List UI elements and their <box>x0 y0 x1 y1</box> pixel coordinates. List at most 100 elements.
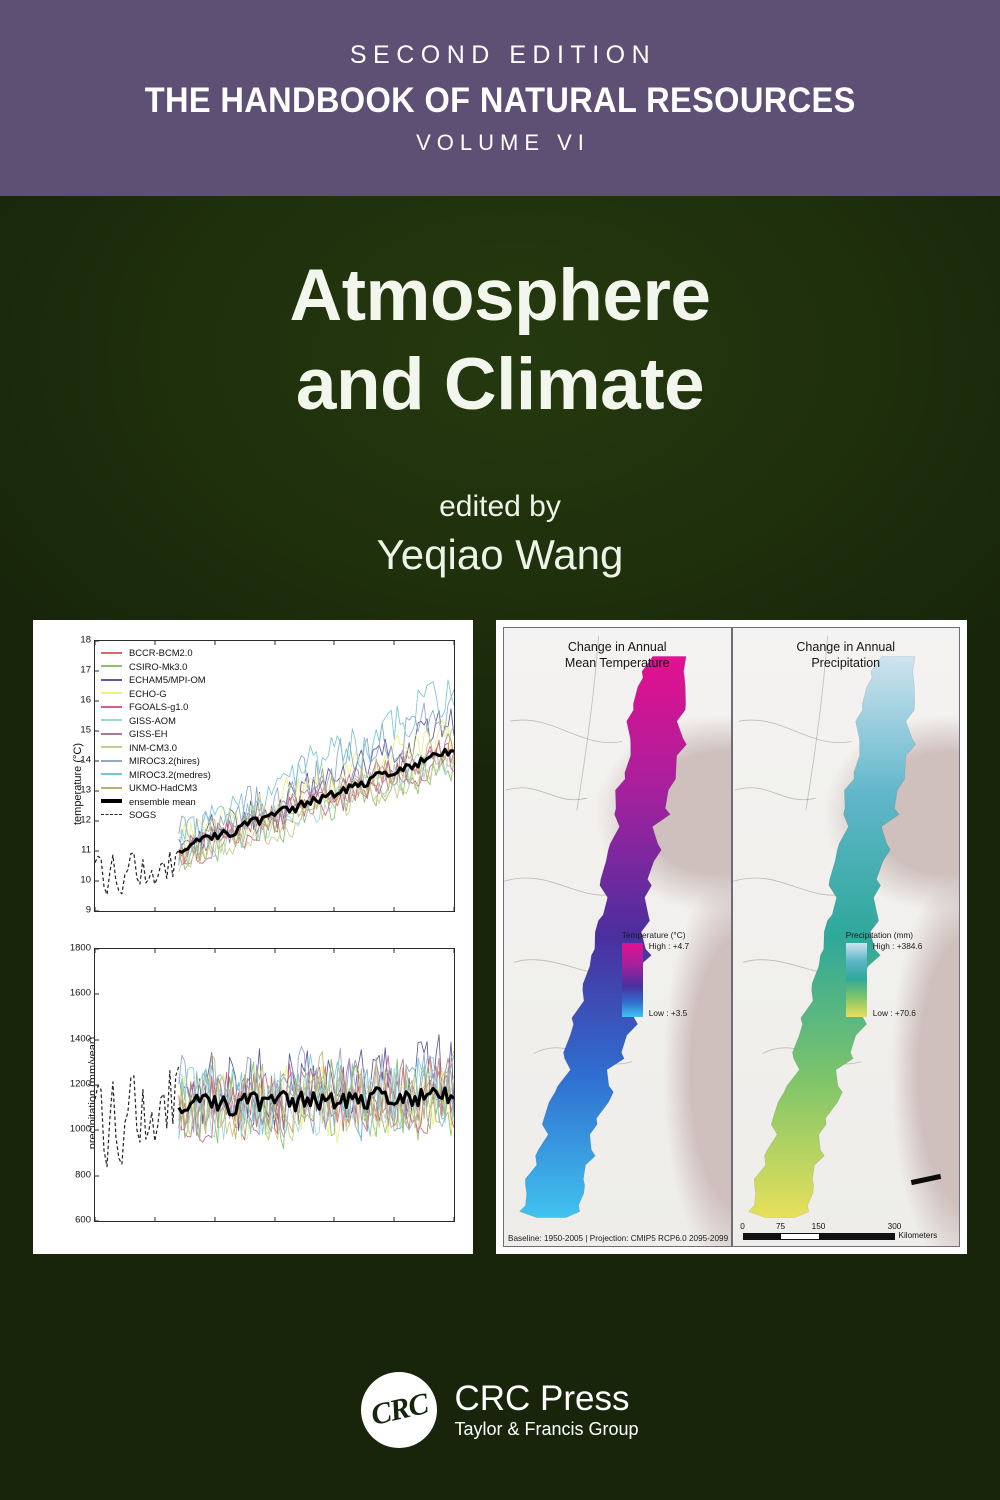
series-line <box>178 733 454 860</box>
y-tick-mark <box>95 790 99 792</box>
legend-row: CSIRO-Mk3.0 <box>101 660 211 674</box>
y-tick-mark <box>95 760 99 762</box>
y-tick-mark <box>95 641 99 642</box>
y-tick-label: 1400 <box>69 1033 91 1045</box>
crc-monogram: CRC <box>367 1387 431 1433</box>
scalebar-label: 300 <box>887 1222 902 1231</box>
y-tick-mark <box>95 1175 99 1177</box>
temperature-legend-low: Low : +3.5 <box>648 1007 688 1018</box>
climate-projection-charts: temperature (°C) 19802000202020402060208… <box>33 620 473 1254</box>
temperature-chart: temperature (°C) 19802000202020402060208… <box>39 630 465 938</box>
y-tick-mark <box>95 880 99 882</box>
editor-name: Yeqiao Wang <box>376 530 624 578</box>
y-tick-label: 800 <box>75 1169 91 1181</box>
publisher-name: CRC Press <box>454 1378 630 1418</box>
y-tick-label: 10 <box>80 874 91 886</box>
temperature-legend-high: High : +4.7 <box>648 940 690 951</box>
series-line <box>178 751 454 864</box>
series-line <box>178 689 454 855</box>
volume-label: VOLUME VI <box>416 129 590 155</box>
x-tick-mark <box>95 1217 96 1221</box>
y-tick-mark <box>95 700 99 702</box>
legend-row: ECHO-G <box>101 687 211 701</box>
publisher-logo: CRC CRC Press Taylor & Francis Group <box>0 1372 1000 1448</box>
series-header-band: SECOND EDITION THE HANDBOOK OF NATURAL R… <box>0 0 1000 196</box>
legend-color-swatch <box>101 678 122 681</box>
legend-row: UKMO-HadCM3 <box>101 781 211 795</box>
y-tick-mark <box>95 949 99 950</box>
map-boundary-line <box>804 636 828 811</box>
series-line <box>178 754 454 872</box>
series-line <box>178 1050 454 1141</box>
x-tick-mark <box>274 1217 275 1221</box>
chart-legend: BCCR-BCM2.0 CSIRO-Mk3.0 ECHAM5/MPI-OM ECHO-… <box>101 646 211 822</box>
x-tick-mark <box>453 907 454 911</box>
legend-color-swatch <box>101 773 122 776</box>
y-tick-label: 9 <box>85 904 91 916</box>
precipitation-legend-low: Low : +70.6 <box>872 1007 916 1018</box>
y-tick-label: 17 <box>80 664 91 676</box>
legend-label: GISS-EH <box>129 728 168 740</box>
legend-color-swatch <box>101 705 122 708</box>
x-tick-mark <box>393 1217 395 1221</box>
edition-label: SECOND EDITION <box>349 40 657 69</box>
scalebar-label: 150 <box>811 1222 826 1231</box>
x-tick-mark-top <box>274 949 275 953</box>
scalebar-label: 0 <box>740 1222 745 1231</box>
book-title: Atmosphere and Climate <box>0 251 1000 429</box>
legend-label: UKMO-HadCM3 <box>129 782 198 794</box>
legend-color-swatch <box>101 719 122 722</box>
y-tick-mark <box>95 1084 99 1086</box>
x-tick-mark-top <box>453 949 454 953</box>
series-line <box>95 849 180 896</box>
crc-roundel-icon: CRC <box>361 1372 438 1448</box>
series-title: THE HANDBOOK OF NATURAL RESOURCES <box>144 80 856 120</box>
publisher-subtitle: Taylor & Francis Group <box>454 1419 639 1440</box>
legend-color-swatch <box>101 786 122 789</box>
legend-row: ECHAM5/MPI-OM <box>101 673 211 687</box>
series-line <box>178 726 454 862</box>
map-scalebar: 0 75 150 300 Kilometers <box>740 1222 937 1240</box>
legend-label: ECHAM5/MPI-OM <box>129 674 206 686</box>
x-tick-mark-top <box>214 641 216 645</box>
x-tick-mark-top <box>393 641 395 645</box>
x-tick-mark-top <box>154 949 156 953</box>
x-tick-mark-top <box>393 949 395 953</box>
temperature-river-corridor <box>504 636 687 1218</box>
precipitation-legend-title: Precipitation (mm) <box>845 929 914 940</box>
y-tick-mark <box>95 1129 99 1131</box>
precipitation-map-legend: Precipitation (mm) High : +384.6 Low : +… <box>845 929 922 1018</box>
y-tick-label: 1000 <box>69 1123 91 1135</box>
series-line <box>178 1053 454 1142</box>
legend-label: MIROC3.2(hires) <box>129 755 200 767</box>
cover-figure-row: temperature (°C) 19802000202020402060208… <box>33 620 967 1254</box>
y-tick-label: 1200 <box>69 1078 91 1090</box>
map-boundary-line <box>734 787 816 801</box>
series-line <box>178 679 454 867</box>
series-line <box>95 1066 180 1168</box>
x-tick-mark <box>453 1217 454 1221</box>
x-tick-mark <box>95 907 96 911</box>
legend-label: FGOALS-g1.0 <box>129 701 189 713</box>
temperature-plot-area: 1980200020202040206020802100 <box>94 640 455 912</box>
y-tick-label: 11 <box>81 844 91 856</box>
x-tick-mark-top <box>333 641 335 645</box>
scalebar-units: Kilometers <box>898 1231 938 1240</box>
x-tick-mark-top <box>214 949 216 953</box>
x-tick-mark-top <box>274 641 275 645</box>
y-tick-mark <box>95 730 99 732</box>
legend-row: MIROC3.2(medres) <box>101 768 211 782</box>
y-tick-label: 1600 <box>69 987 91 999</box>
precipitation-plot-area: 1980200020202040206020802100 <box>94 948 455 1222</box>
x-tick-mark <box>333 907 335 911</box>
edited-by-label: edited by <box>439 490 561 523</box>
series-line <box>178 1062 454 1140</box>
legend-label: SOGS <box>129 809 157 821</box>
legend-row: ensemble mean <box>101 795 211 809</box>
y-tick-label: 14 <box>80 754 91 766</box>
x-tick-mark <box>393 907 395 911</box>
legend-label: MIROC3.2(medres) <box>129 768 211 780</box>
maps-frame: Change in Annual Mean Temperature Temper… <box>503 627 960 1247</box>
temperature-change-map: Change in Annual Mean Temperature Temper… <box>504 628 731 1246</box>
precipitation-color-ramp <box>845 942 867 1017</box>
